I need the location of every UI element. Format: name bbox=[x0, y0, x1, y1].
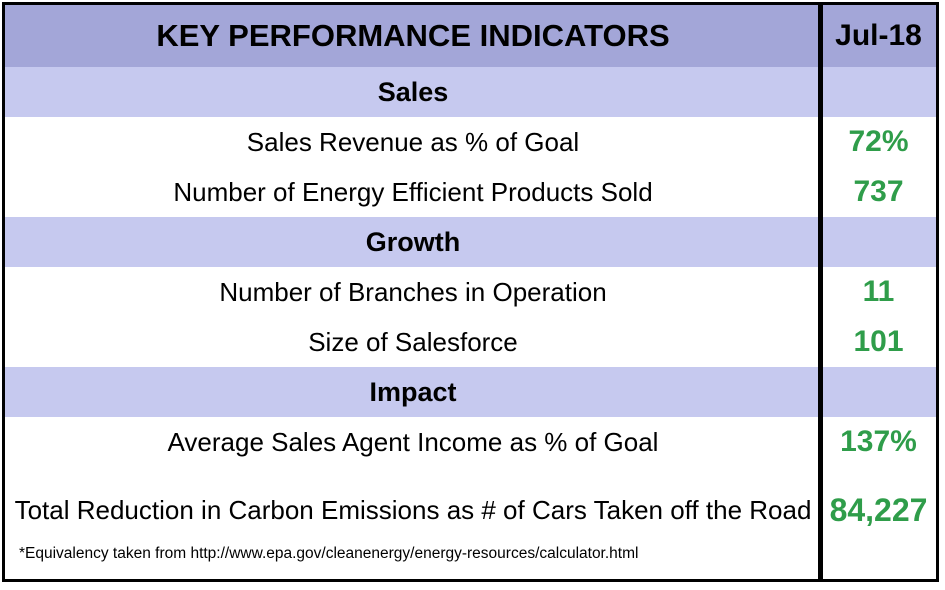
kpi-label: Number of Branches in Operation bbox=[219, 276, 607, 307]
kpi-value: 11 bbox=[862, 275, 895, 308]
kpi-label: Average Sales Agent Income as % of Goal bbox=[167, 426, 659, 457]
kpi-row: Number of Energy Efficient Products Sold… bbox=[5, 167, 936, 217]
table-title: KEY PERFORMANCE INDICATORS bbox=[156, 18, 670, 53]
section-sales: Sales bbox=[5, 67, 936, 117]
kpi-label: Size of Salesforce bbox=[308, 326, 518, 357]
kpi-table: KEY PERFORMANCE INDICATORS Jul-18 Sales … bbox=[2, 2, 939, 582]
kpi-row: Size of Salesforce 101 bbox=[5, 317, 936, 367]
kpi-row: Total Reduction in Carbon Emissions as #… bbox=[5, 467, 936, 553]
table-header: KEY PERFORMANCE INDICATORS Jul-18 bbox=[5, 5, 936, 70]
kpi-label: Number of Energy Efficient Products Sold bbox=[173, 176, 653, 207]
section-impact: Impact bbox=[5, 367, 936, 417]
section-title: Impact bbox=[369, 376, 457, 407]
footnote: *Equivalency taken from http://www.epa.g… bbox=[19, 545, 639, 562]
kpi-value: 72% bbox=[848, 125, 909, 158]
kpi-label: Total Reduction in Carbon Emissions as #… bbox=[14, 494, 812, 525]
period-label: Jul-18 bbox=[835, 19, 922, 52]
kpi-value: 137% bbox=[840, 425, 917, 458]
kpi-value: 737 bbox=[853, 175, 904, 208]
section-title: Sales bbox=[377, 76, 449, 107]
kpi-row: Sales Revenue as % of Goal 72% bbox=[5, 117, 936, 167]
kpi-value: 84,227 bbox=[829, 491, 928, 528]
kpi-row: Number of Branches in Operation 11 bbox=[5, 267, 936, 317]
kpi-label: Sales Revenue as % of Goal bbox=[246, 126, 580, 157]
kpi-value: 101 bbox=[853, 325, 904, 358]
section-title: Growth bbox=[365, 226, 461, 257]
kpi-row: Average Sales Agent Income as % of Goal … bbox=[5, 417, 936, 467]
section-growth: Growth bbox=[5, 217, 936, 267]
column-divider bbox=[818, 5, 823, 579]
